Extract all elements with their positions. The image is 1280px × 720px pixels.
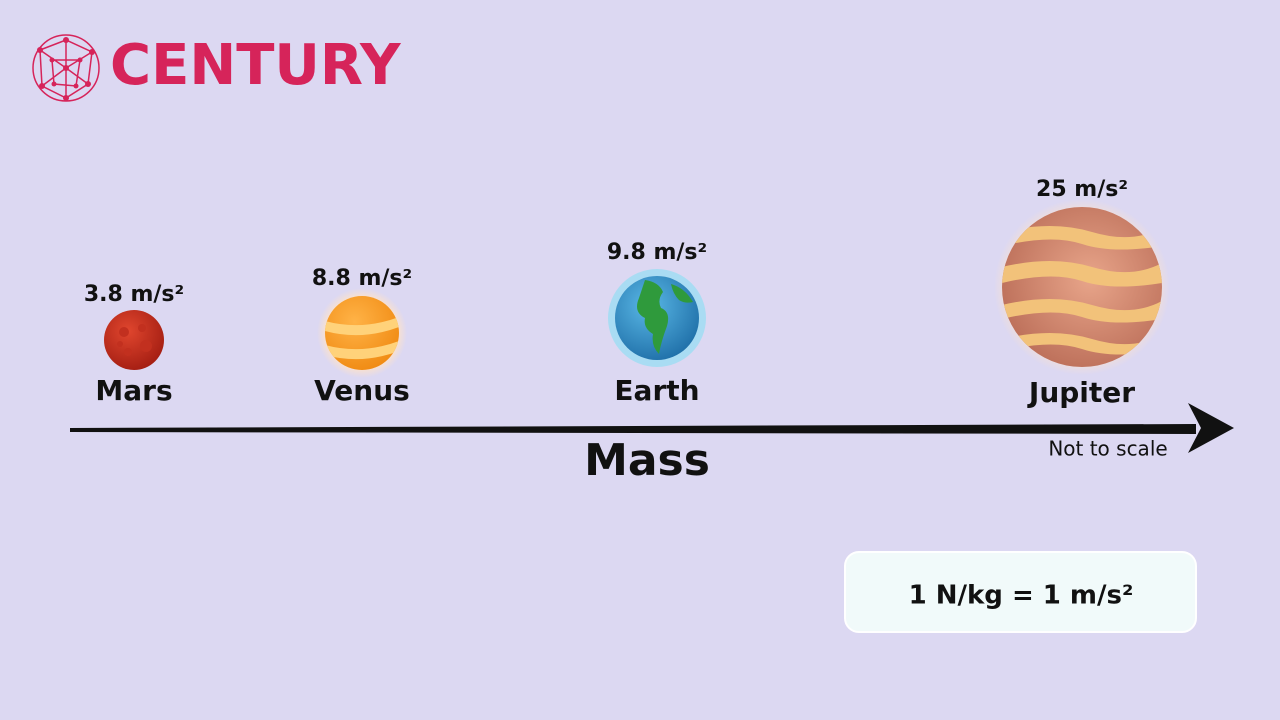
planet-name: Venus <box>314 374 410 407</box>
axis-arrowhead <box>1188 403 1234 453</box>
planet-name: Mars <box>95 374 172 407</box>
gravity-label: 8.8 m/s² <box>312 266 412 291</box>
crater <box>124 348 132 356</box>
planets: 3.8 m/s² Mars 8.8 m/s² Venus 9.8 m/s² Earth 25… <box>84 177 1170 409</box>
planet-name: Earth <box>614 374 699 407</box>
crater <box>119 327 129 337</box>
brand-name: CENTURY <box>110 33 402 98</box>
cloud-band <box>1002 261 1162 287</box>
crater <box>117 341 123 347</box>
cloud-band <box>1002 226 1162 250</box>
cloud-band <box>325 341 399 360</box>
gravity-label: 9.8 m/s² <box>607 240 707 265</box>
planet: 8.8 m/s² Venus <box>312 266 412 407</box>
axis-label: Mass <box>584 435 710 486</box>
continent <box>637 280 669 354</box>
equation-box <box>844 551 1197 633</box>
planet-body <box>104 310 164 370</box>
equation: 1 N/kg = 1 m/s² <box>909 581 1134 611</box>
logo-icon <box>32 34 100 102</box>
cloud-band <box>325 317 399 336</box>
planet-name: Jupiter <box>1027 376 1135 409</box>
gravity-label: 3.8 m/s² <box>84 282 184 307</box>
crater <box>138 324 146 332</box>
planet: 25 m/s² Jupiter <box>994 177 1170 409</box>
planet: 9.8 m/s² Earth <box>607 240 707 407</box>
scale-note: Not to scale <box>1048 437 1167 461</box>
mass-axis <box>70 424 1196 434</box>
cloud-band <box>1002 299 1162 323</box>
continent <box>671 284 693 303</box>
crater <box>140 340 152 352</box>
planet: 3.8 m/s² Mars <box>84 282 184 407</box>
gravity-label: 25 m/s² <box>1036 177 1128 202</box>
cloud-band <box>1002 333 1162 355</box>
